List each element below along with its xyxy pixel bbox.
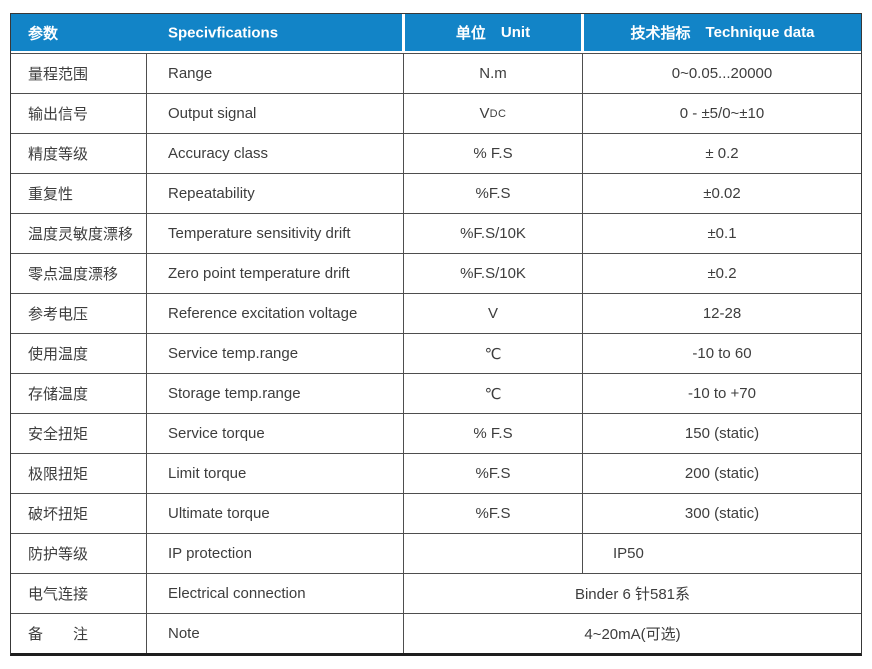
header-label-unit-en: Unit <box>500 24 531 41</box>
unit-cell <box>404 534 583 573</box>
param-zh-cell: 参考电压 <box>11 294 147 333</box>
spec-en-cell: IP protection <box>147 534 404 573</box>
table-row: 参考电压 Reference excitation voltage V 12-2… <box>11 293 861 333</box>
value-cell: 0~0.05...20000 <box>671 65 773 82</box>
value-cell: -10 to 60 <box>692 345 752 362</box>
value-cell: ± 0.2 <box>705 145 739 162</box>
table-header: 参数 Specivfications 单位 Unit 技术指标 Techniqu… <box>11 14 861 53</box>
value-cell: ±0.1 <box>707 225 737 242</box>
unit-cell: %F.S/10K <box>404 214 583 253</box>
value-cell: Binder 6 针581系 <box>574 586 691 603</box>
spec-en-cell: Note <box>147 614 404 653</box>
header-label-tech-en: Technique data <box>705 24 815 41</box>
table-row: 破坏扭矩 Ultimate torque %F.S 300 (static) <box>11 493 861 533</box>
spec-en-cell: Electrical connection <box>147 574 404 613</box>
table-row: 存储温度 Storage temp.range ℃ -10 to +70 <box>11 373 861 413</box>
value-cell: 12-28 <box>702 305 742 322</box>
header-divider <box>402 14 405 51</box>
table-row: 重复性 Repeatability %F.S ±0.02 <box>11 173 861 213</box>
table-row: 使用温度 Service temp.range ℃ -10 to 60 <box>11 333 861 373</box>
unit-cell: V <box>404 294 583 333</box>
spec-en-cell: Zero point temperature drift <box>147 254 404 293</box>
spec-en-cell: Service temp.range <box>147 334 404 373</box>
header-cell-parameters: 参数 Specivfications <box>11 14 402 51</box>
spec-en-cell: Accuracy class <box>147 134 404 173</box>
table-row: 安全扭矩 Service torque % F.S 150 (static) <box>11 413 861 453</box>
unit-cell: %F.S/10K <box>404 254 583 293</box>
spec-en-cell: Service torque <box>147 414 404 453</box>
value-cell: 150 (static) <box>684 425 760 442</box>
unit-cell: ℃ <box>404 334 583 373</box>
header-cell-tech: 技术指标 Technique data <box>584 14 861 51</box>
unit-subscript: DC <box>489 107 507 120</box>
param-zh-cell: 极限扭矩 <box>11 454 147 493</box>
value-cell: ±0.02 <box>703 185 741 202</box>
param-zh-cell: 量程范围 <box>11 54 147 93</box>
unit-cell: %F.S <box>404 494 583 533</box>
header-label-param-zh: 参数 <box>28 25 59 42</box>
header-divider <box>581 14 584 51</box>
table-row: 零点温度漂移 Zero point temperature drift %F.S… <box>11 253 861 293</box>
spec-en-cell: Storage temp.range <box>147 374 404 413</box>
spec-en-cell: Temperature sensitivity drift <box>147 214 404 253</box>
value-cell: 0 - ±5/0~±10 <box>679 105 765 122</box>
value-cell: 300 (static) <box>684 505 760 522</box>
header-label-unit-zh: 单位 <box>455 25 486 42</box>
spec-en-cell: Reference excitation voltage <box>147 294 404 333</box>
unit-cell: %F.S <box>404 454 583 493</box>
param-zh-cell: 防护等级 <box>11 534 147 573</box>
table-row: 温度灵敏度漂移 Temperature sensitivity drift %F… <box>11 213 861 253</box>
value-cell: 4~20mA(可选) <box>584 626 681 643</box>
unit-cell: V DC <box>404 94 583 133</box>
spec-en-cell: Output signal <box>147 94 404 133</box>
param-zh-cell: 安全扭矩 <box>11 414 147 453</box>
table-row: 极限扭矩 Limit torque %F.S 200 (static) <box>11 453 861 493</box>
param-zh-cell: 温度灵敏度漂移 <box>11 214 147 253</box>
unit-cell: ℃ <box>404 374 583 413</box>
unit-cell: N.m <box>404 54 583 93</box>
param-zh-cell: 重复性 <box>11 174 147 213</box>
param-zh-cell: 使用温度 <box>11 334 147 373</box>
param-zh-cell: 存储温度 <box>11 374 147 413</box>
table-row: 量程范围 Range N.m 0~0.05...20000 <box>11 53 861 93</box>
table-row: 精度等级 Accuracy class % F.S ± 0.2 <box>11 133 861 173</box>
value-cell: 200 (static) <box>684 465 760 482</box>
table-body: 量程范围 Range N.m 0~0.05...20000 输出信号 Outpu… <box>11 53 861 653</box>
param-zh-cell: 零点温度漂移 <box>11 254 147 293</box>
spec-en-cell: Range <box>147 54 404 93</box>
value-cell: ±0.2 <box>707 265 737 282</box>
param-zh-cell: 电气连接 <box>11 574 147 613</box>
spec-en-cell: Ultimate torque <box>147 494 404 533</box>
unit-cell: % F.S <box>404 134 583 173</box>
table-row: 电气连接 Electrical connection Binder 6 针581… <box>11 573 861 613</box>
param-zh-cell: 输出信号 <box>11 94 147 133</box>
header-label-spec-en: Specivfications <box>168 24 279 41</box>
header-label-tech-zh: 技术指标 <box>630 25 691 42</box>
table-row: 输出信号 Output signal V DC 0 - ±5/0~±10 <box>11 93 861 133</box>
unit-base: V <box>479 105 490 122</box>
spec-en-cell: Repeatability <box>147 174 404 213</box>
spec-en-cell: Limit torque <box>147 454 404 493</box>
value-cell: IP50 <box>613 545 644 562</box>
spec-table: 参数 Specivfications 单位 Unit 技术指标 Techniqu… <box>10 13 862 656</box>
param-zh-cell: 备 注 <box>11 614 147 653</box>
unit-cell: % F.S <box>404 414 583 453</box>
header-cell-unit: 单位 Unit <box>405 14 581 51</box>
table-row: 备 注 Note 4~20mA(可选) <box>11 613 861 653</box>
unit-cell: %F.S <box>404 174 583 213</box>
value-cell: -10 to +70 <box>688 385 756 402</box>
table-row: 防护等级 IP protection IP50 <box>11 533 861 573</box>
param-zh-cell: 精度等级 <box>11 134 147 173</box>
param-zh-cell: 破坏扭矩 <box>11 494 147 533</box>
